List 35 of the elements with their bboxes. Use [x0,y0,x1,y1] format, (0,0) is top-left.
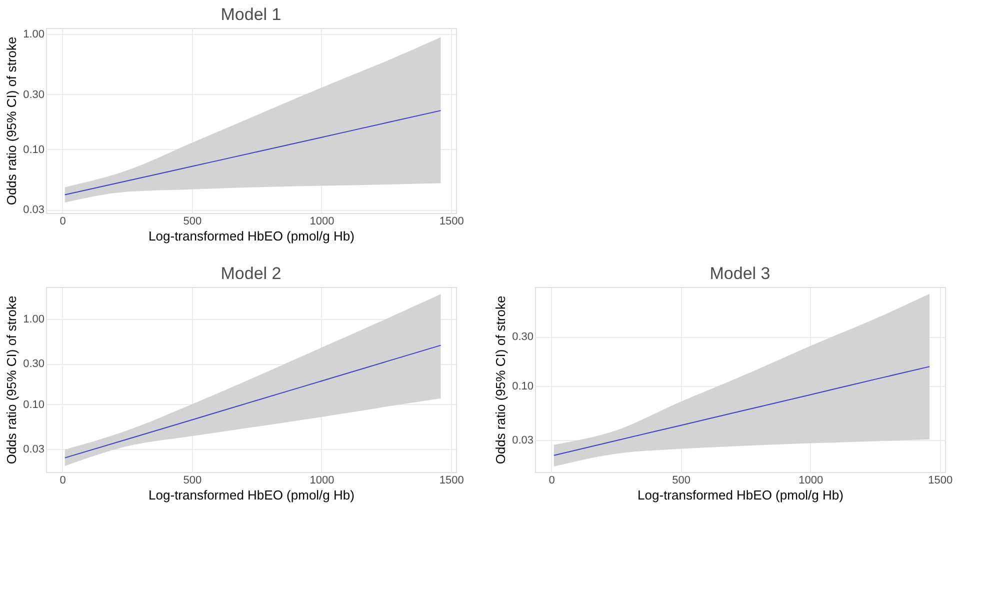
y-tick-label: 0.10 [23,144,44,156]
line-series [64,110,442,196]
y-axis-title: Odds ratio (95% CI) of stroke [4,296,20,464]
x-tick-label: 1000 [798,474,824,486]
x-tick-label: 0 [548,474,555,486]
y-axis-title: Odds ratio (95% CI) of stroke [4,36,20,206]
y-tick-label: 1.00 [23,313,44,326]
x-tick-label: 0 [60,216,66,228]
line-series [553,366,930,456]
y-tick-label: 0.10 [512,380,534,392]
x-tick-label: 1000 [310,474,334,486]
x-tick-label: 1000 [310,216,334,228]
y-tick-label: 0.03 [23,443,44,456]
chart-title: Model 3 [710,264,770,283]
y-tick-label: 0.30 [512,331,534,344]
x-tick-label: 0 [60,474,66,486]
y-tick-label: 0.03 [23,204,44,216]
x-axis-title: Log-transformed HbEO (pmol/g Hb) [638,488,844,502]
y-tick-label: 0.10 [23,398,44,411]
x-axis-title: Log-transformed HbEO (pmol/g Hb) [148,488,354,502]
line-series [64,344,442,458]
y-tick-label: 0.03 [512,434,534,446]
x-tick-label: 1500 [439,474,464,486]
y-tick-label: 0.30 [23,88,44,101]
chart-title: Model 2 [220,264,282,283]
x-axis-title: Log-transformed HbEO (pmol/g Hb) [148,228,354,244]
x-tick-label: 500 [672,474,690,486]
chart-title: Model 1 [220,5,282,24]
x-tick-label: 500 [183,216,202,228]
y-tick-label: 0.30 [23,358,44,370]
y-tick-label: 1.00 [23,28,44,41]
x-tick-label: 1500 [439,216,464,228]
y-axis-title: Odds ratio (95% CI) of stroke [493,296,508,464]
x-tick-label: 1500 [928,474,953,486]
x-tick-label: 500 [183,474,202,486]
